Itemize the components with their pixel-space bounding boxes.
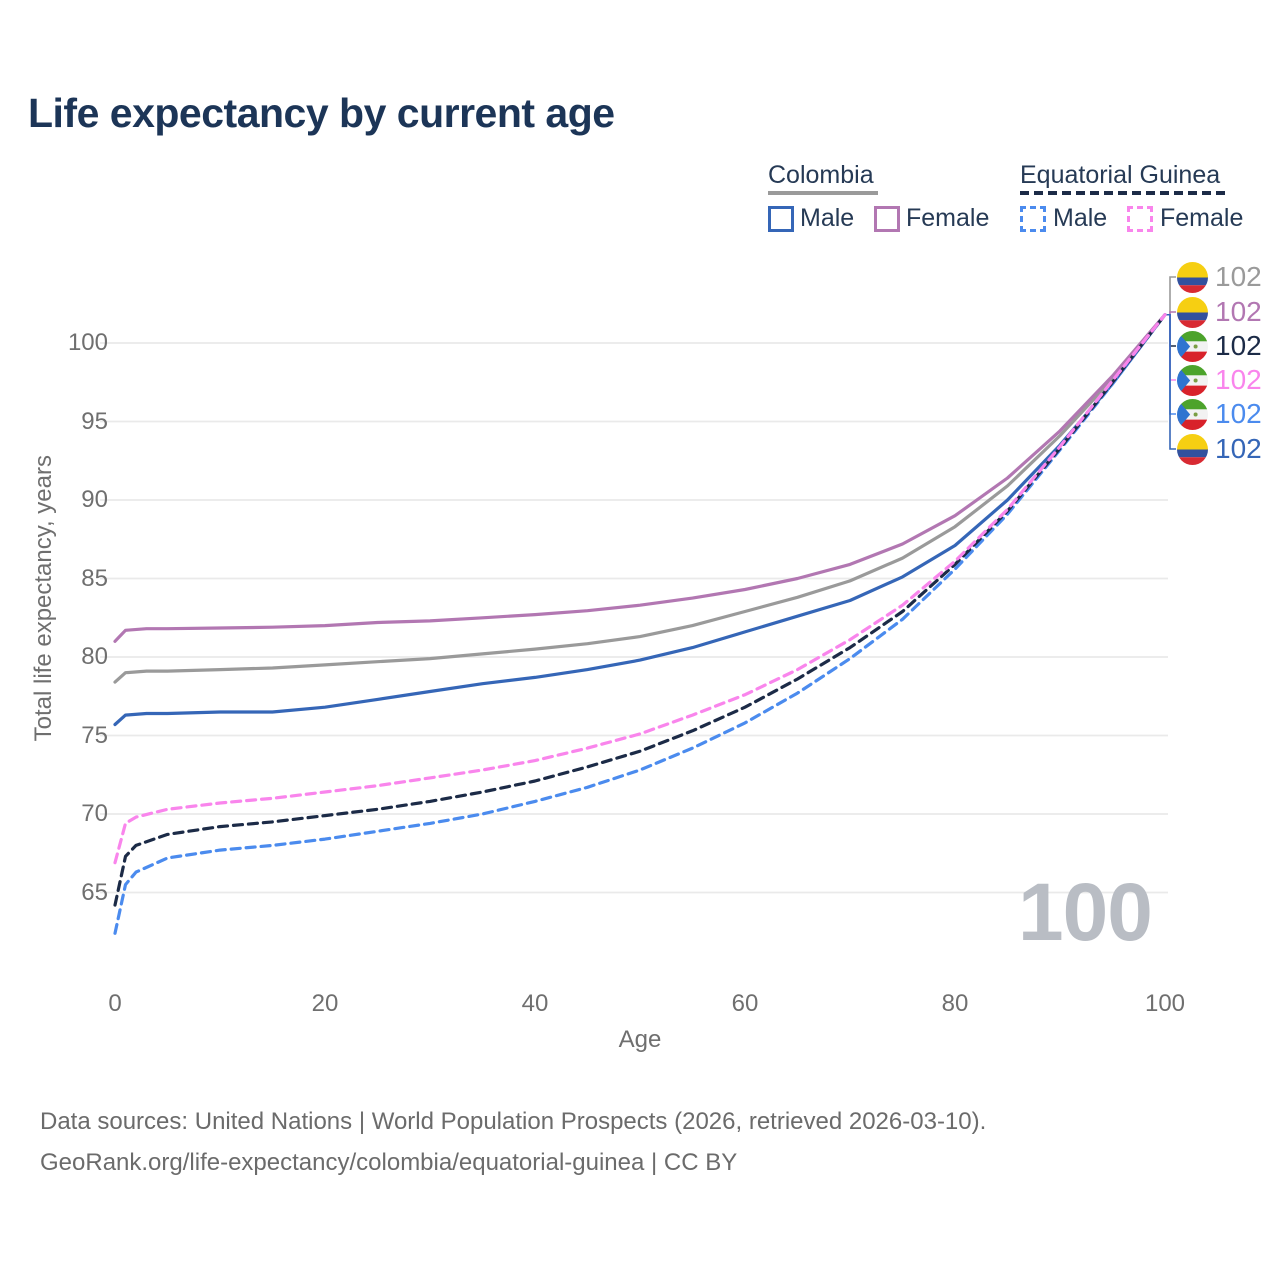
end-label-value: 102: [1215, 261, 1262, 292]
end-label-eqg_both: 102: [1177, 330, 1262, 362]
legend-equatorial-guinea-header[interactable]: Equatorial Guinea: [1020, 161, 1221, 189]
y-tick-label-65: 65: [81, 878, 108, 906]
legend-colombia-male-swatch[interactable]: [768, 206, 794, 232]
y-tick-label-70: 70: [81, 800, 108, 827]
end-label-colombia_female: 102: [1177, 296, 1262, 328]
y-tick-label-85: 85: [81, 564, 108, 592]
equatorial-guinea-flag-icon: [1177, 364, 1208, 396]
legend-colombia-female-label[interactable]: Female: [906, 204, 990, 232]
x-axis-title: Age: [618, 1026, 662, 1053]
page-title: Life expectancy by current age: [28, 90, 615, 136]
end-label-value: 102: [1215, 433, 1262, 464]
end-label-value: 102: [1215, 296, 1262, 327]
footer-attribution: GeoRank.org/life-expectancy/colombia/equ…: [40, 1149, 738, 1176]
series-line-eqg_female: [113, 313, 1167, 865]
series-line-eqg_male: [113, 313, 1167, 935]
x-tick-label-80: 80: [941, 990, 969, 1017]
end-label-eqg_female: 102: [1177, 364, 1262, 396]
series-line-colombia_male: [113, 313, 1167, 727]
legend-equatorial-guinea-male-swatch[interactable]: [1020, 206, 1046, 232]
legend-colombia-female-swatch[interactable]: [874, 206, 900, 232]
end-label-eqg_male: 102: [1177, 398, 1262, 430]
y-tick-label-80: 80: [81, 643, 108, 670]
x-tick-label-40: 40: [521, 990, 549, 1017]
footer-data-sources: Data sources: United Nations | World Pop…: [40, 1108, 987, 1135]
x-tick-label-20: 20: [311, 990, 339, 1017]
end-label-connector: [1165, 313, 1176, 450]
y-tick-label-95: 95: [81, 407, 108, 435]
end-label-value: 102: [1215, 330, 1262, 361]
end-label-connector: [1165, 276, 1176, 316]
colombia-flag-icon: [1177, 433, 1208, 465]
legend-equatorial-guinea-dashed-line-swatch: [1020, 191, 1226, 195]
end-label-colombia_both: 102: [1177, 261, 1262, 293]
series-line-eqg_both: [113, 313, 1167, 907]
x-tick-label-100: 100: [1144, 990, 1186, 1017]
legend-equatorial-guinea-female-swatch[interactable]: [1127, 206, 1153, 232]
series-line-colombia_female: [113, 313, 1167, 643]
legend-colombia-solid-line-swatch: [768, 191, 878, 195]
end-label-value: 102: [1215, 398, 1262, 429]
colombia-flag-icon: [1177, 261, 1208, 293]
colombia-flag-icon: [1177, 296, 1208, 328]
end-label-colombia_male: 102: [1177, 433, 1262, 465]
equatorial-guinea-flag-icon: [1177, 398, 1208, 430]
age-watermark: 100: [1018, 867, 1153, 958]
legend-colombia-header[interactable]: Colombia: [768, 161, 874, 189]
equatorial-guinea-flag-icon: [1177, 330, 1208, 362]
x-tick-label-60: 60: [731, 990, 759, 1017]
legend-equatorial-guinea-female-label[interactable]: Female: [1160, 204, 1244, 232]
y-tick-label-100: 100: [67, 329, 108, 356]
series-line-colombia_both: [113, 313, 1167, 684]
end-label-value: 102: [1215, 364, 1262, 395]
legend-equatorial-guinea-male-label[interactable]: Male: [1053, 204, 1108, 232]
y-tick-label-75: 75: [81, 721, 108, 749]
legend-colombia-male-label[interactable]: Male: [800, 204, 855, 232]
y-tick-label-90: 90: [81, 486, 108, 513]
x-tick-label-0: 0: [108, 990, 122, 1017]
